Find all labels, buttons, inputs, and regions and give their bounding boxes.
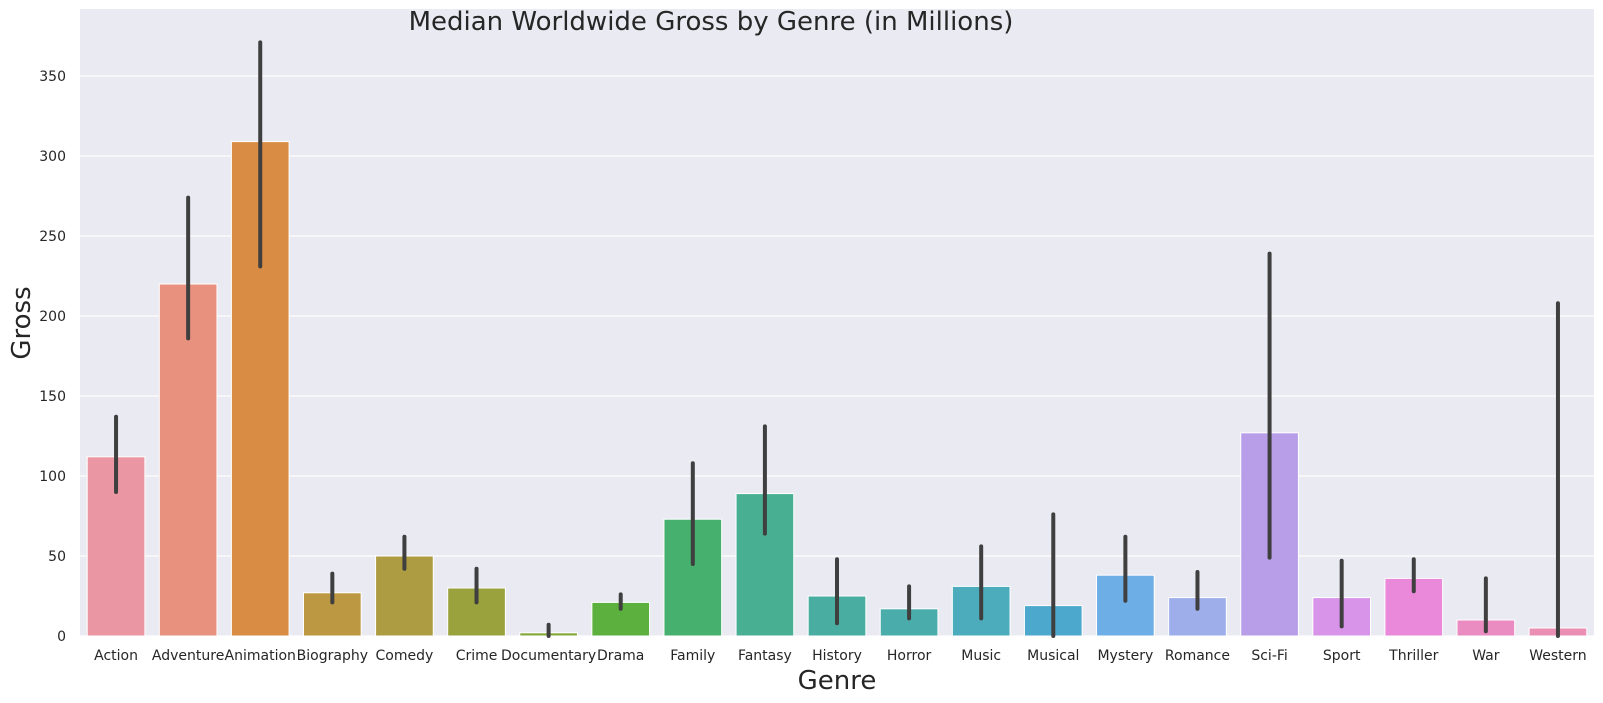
- y-axis-label: Gross: [7, 286, 37, 359]
- x-tick-label: Thriller: [1388, 648, 1438, 664]
- x-tick-label: Romance: [1165, 648, 1230, 664]
- y-tick-label: 150: [39, 389, 66, 405]
- chart-title: Median Worldwide Gross by Genre (in Mill…: [409, 7, 1014, 37]
- x-tick-label: Music: [961, 648, 1001, 664]
- error-bars: [114, 40, 1560, 638]
- x-tick-label: Biography: [297, 648, 368, 664]
- x-tick-label: Animation: [225, 648, 296, 664]
- x-tick-labels: Action Adventure Animation Biography Comedy C…: [94, 648, 1587, 664]
- x-tick-label: Sport: [1323, 648, 1361, 664]
- x-tick-label: Drama: [597, 648, 644, 664]
- x-tick-label: Fantasy: [738, 648, 792, 664]
- y-tick-label: 250: [39, 229, 66, 245]
- x-tick-label: Comedy: [376, 648, 434, 664]
- grid-lines: [80, 75, 1594, 637]
- bars: [86, 141, 1588, 637]
- y-tick-labels: 0 50 100 150 200 250 300 350: [39, 69, 66, 645]
- x-tick-label: Sci-Fi: [1251, 648, 1287, 664]
- x-tick-label: Family: [670, 648, 715, 664]
- x-axis-label: Genre: [798, 666, 877, 696]
- x-tick-label: Mystery: [1097, 648, 1153, 664]
- x-tick-label: Adventure: [152, 648, 224, 664]
- x-tick-label: Action: [94, 648, 138, 664]
- y-tick-label: 50: [48, 549, 66, 565]
- plot-background: [80, 9, 1594, 636]
- y-tick-label: 200: [39, 309, 66, 325]
- x-tick-label: Crime: [456, 648, 498, 664]
- x-tick-label: History: [812, 648, 862, 664]
- y-tick-label: 300: [39, 149, 66, 165]
- x-tick-label: Documentary: [501, 648, 596, 664]
- x-tick-label: Musical: [1027, 648, 1079, 664]
- y-tick-label: 100: [39, 469, 66, 485]
- x-tick-label: War: [1472, 648, 1500, 664]
- y-tick-label: 350: [39, 69, 66, 85]
- x-tick-label: Western: [1529, 648, 1586, 664]
- y-tick-label: 0: [57, 629, 66, 645]
- x-tick-label: Horror: [887, 648, 932, 664]
- bar-adventure: [158, 283, 218, 637]
